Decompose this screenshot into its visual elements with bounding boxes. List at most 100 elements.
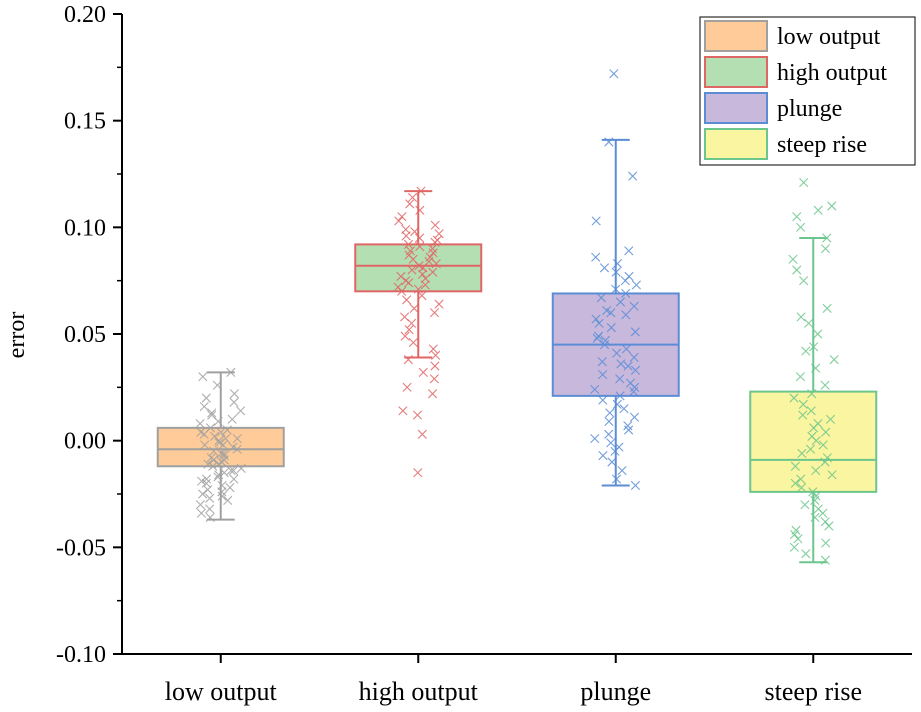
data-point xyxy=(227,414,237,424)
data-point xyxy=(629,412,640,422)
axes: -0.10 -0.05 0.00 0.05 0.10 0.15 0.20 low output… xyxy=(56,2,912,706)
data-point xyxy=(599,263,610,273)
legend-label: high output xyxy=(777,60,887,86)
data-point xyxy=(605,408,615,418)
data-point xyxy=(430,220,440,230)
data-point xyxy=(219,468,229,478)
data-point xyxy=(617,465,627,476)
y-tick-label: 0.20 xyxy=(64,2,106,28)
data-point xyxy=(431,259,441,269)
y-axis-label: error xyxy=(4,312,30,359)
data-point xyxy=(624,425,634,435)
data-point xyxy=(428,344,438,354)
data-point xyxy=(620,276,630,286)
data-point xyxy=(232,433,242,444)
data-point xyxy=(827,470,837,480)
data-point xyxy=(590,433,600,444)
data-point xyxy=(821,538,831,548)
x-tick-label: plunge xyxy=(580,677,651,706)
data-point xyxy=(792,212,802,222)
data-point xyxy=(822,233,832,243)
data-point xyxy=(630,480,641,491)
data-point xyxy=(434,299,444,309)
data-point xyxy=(611,267,621,277)
data-point xyxy=(612,399,622,409)
data-point xyxy=(401,231,411,241)
data-point xyxy=(829,355,839,365)
data-point xyxy=(809,342,819,352)
data-point xyxy=(403,239,414,249)
data-point xyxy=(789,542,799,552)
data-point xyxy=(209,446,219,456)
data-point xyxy=(811,363,821,373)
data-point xyxy=(790,529,800,540)
data-point xyxy=(796,222,806,232)
data-points xyxy=(788,177,839,565)
data-point xyxy=(200,440,210,450)
data-point xyxy=(236,406,246,416)
data-point xyxy=(415,241,425,252)
data-point xyxy=(790,461,800,471)
data-point xyxy=(420,280,430,290)
data-point xyxy=(820,555,830,565)
data-point xyxy=(213,416,223,427)
legend-label: plunge xyxy=(777,96,842,122)
legend: low output high output plunge steep rise xyxy=(699,16,916,166)
data-point xyxy=(621,288,631,299)
data-point xyxy=(606,323,616,333)
data-point xyxy=(413,284,423,294)
data-point xyxy=(417,429,427,439)
data-point xyxy=(615,297,626,307)
y-tick-label: -0.05 xyxy=(56,535,106,561)
y-tick-label: 0.05 xyxy=(64,322,106,348)
box-low-output xyxy=(156,367,285,523)
box-high-output xyxy=(354,186,483,478)
data-point xyxy=(404,278,414,288)
legend-label: low output xyxy=(777,24,881,50)
data-point xyxy=(610,446,620,456)
data-point xyxy=(407,265,417,275)
data-point xyxy=(604,137,614,147)
data-point xyxy=(198,372,208,382)
box-steep-rise xyxy=(749,177,878,565)
data-point xyxy=(807,389,817,399)
data-point xyxy=(820,380,830,390)
data-point xyxy=(222,425,232,435)
data-point xyxy=(591,314,601,324)
data-point xyxy=(808,487,818,497)
data-point xyxy=(623,361,633,371)
data-point xyxy=(221,433,231,444)
y-tick-label: 0.00 xyxy=(64,429,106,455)
data-point xyxy=(609,69,619,79)
data-point xyxy=(229,474,239,484)
data-point xyxy=(226,465,236,476)
data-point xyxy=(201,474,212,484)
data-point xyxy=(611,284,621,294)
data-point xyxy=(798,410,808,420)
data-point xyxy=(223,495,233,505)
data-point xyxy=(205,493,215,503)
x-tick-label: high output xyxy=(359,677,479,706)
data-point xyxy=(800,500,810,510)
legend-swatch xyxy=(704,20,768,52)
data-point xyxy=(630,327,640,337)
data-point xyxy=(416,186,426,196)
data-point xyxy=(427,389,438,399)
data-point xyxy=(214,470,224,480)
data-point xyxy=(818,440,828,450)
data-point xyxy=(400,331,410,341)
data-point xyxy=(415,205,425,215)
data-point xyxy=(604,429,614,439)
data-point xyxy=(209,455,219,465)
data-point xyxy=(417,269,428,279)
data-point xyxy=(406,318,417,328)
data-point xyxy=(417,291,427,301)
data-point xyxy=(593,331,604,341)
data-point xyxy=(218,440,228,450)
data-point xyxy=(397,212,407,222)
box-iqr xyxy=(354,243,483,293)
box-iqr xyxy=(749,390,878,493)
data-point xyxy=(598,451,608,461)
data-point xyxy=(195,500,206,510)
data-point xyxy=(822,303,832,313)
